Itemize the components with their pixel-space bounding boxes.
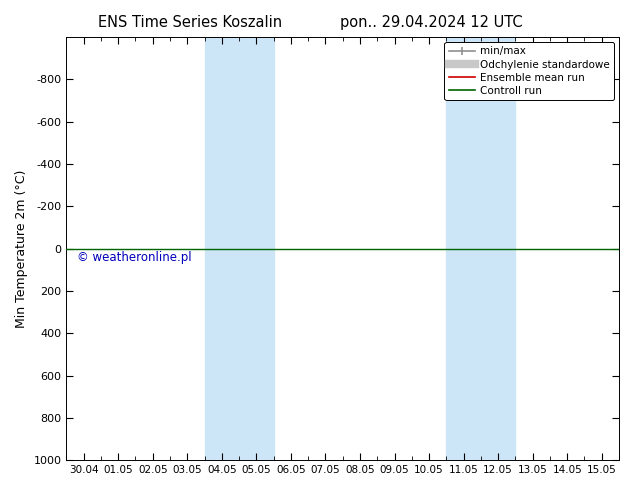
Bar — [481, 37, 515, 460]
Text: ENS Time Series Koszalin: ENS Time Series Koszalin — [98, 15, 282, 30]
Bar — [239, 37, 274, 460]
Legend: min/max, Odchylenie standardowe, Ensemble mean run, Controll run: min/max, Odchylenie standardowe, Ensembl… — [444, 42, 614, 100]
Bar — [446, 37, 481, 460]
Bar — [205, 37, 239, 460]
Y-axis label: Min Temperature 2m (°C): Min Temperature 2m (°C) — [15, 170, 28, 328]
Text: © weatheronline.pl: © weatheronline.pl — [77, 251, 192, 264]
Text: pon.. 29.04.2024 12 UTC: pon.. 29.04.2024 12 UTC — [340, 15, 522, 30]
